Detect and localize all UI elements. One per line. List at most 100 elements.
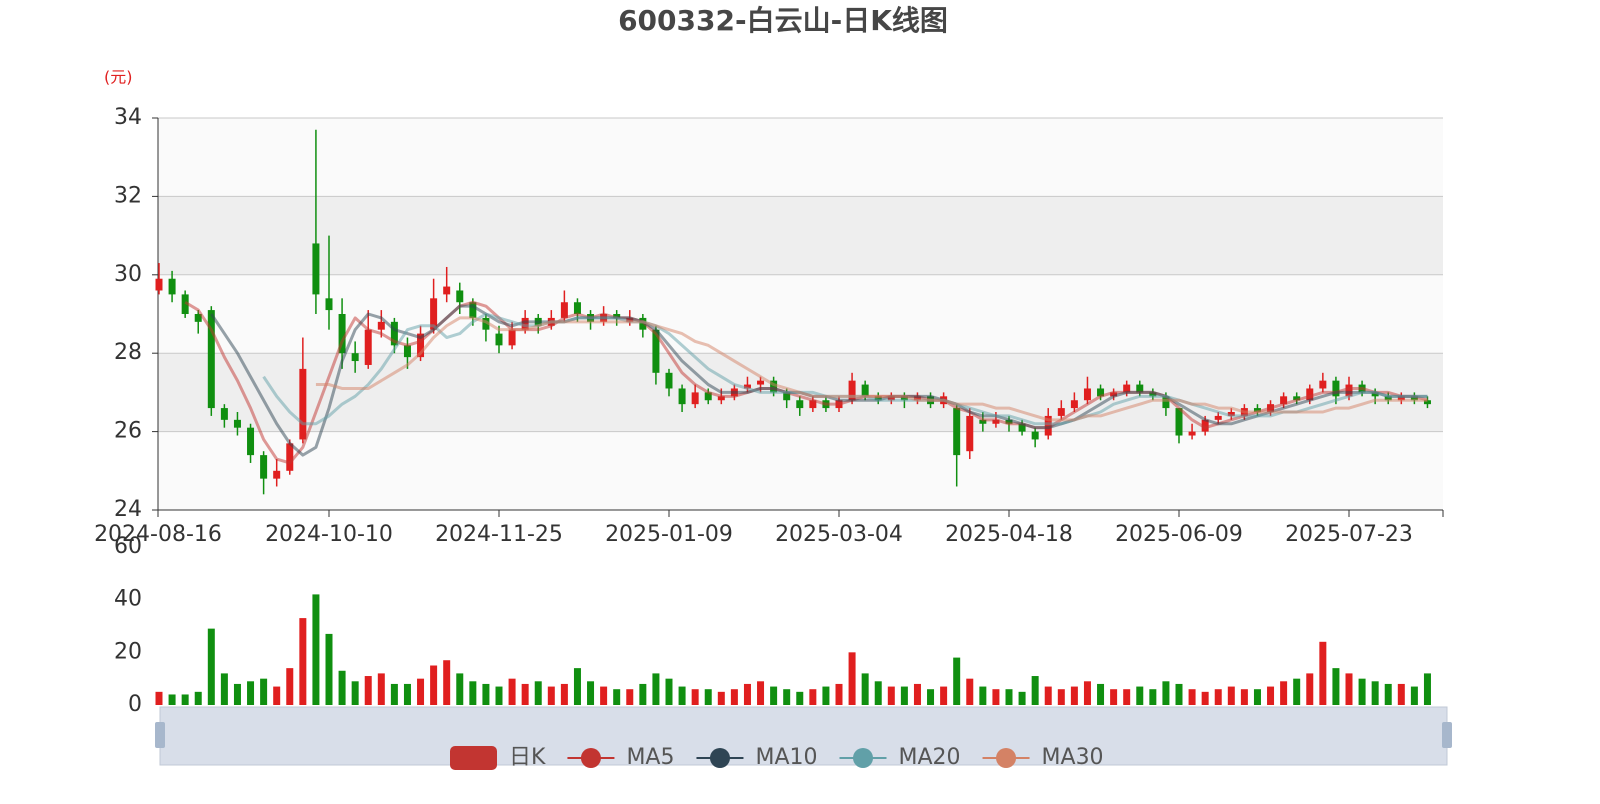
volume-bar bbox=[822, 686, 830, 705]
volume-bar bbox=[587, 681, 595, 705]
candle-body bbox=[1384, 396, 1392, 401]
volume-bar bbox=[1240, 689, 1248, 705]
volume-bar bbox=[835, 683, 843, 705]
volume-bar bbox=[1044, 686, 1052, 705]
candle-body bbox=[1371, 392, 1379, 397]
candle-body bbox=[482, 317, 490, 330]
volume-bar bbox=[1149, 689, 1157, 705]
volume-bar bbox=[508, 678, 516, 705]
candle-body bbox=[364, 329, 372, 365]
candle-body bbox=[1097, 388, 1105, 397]
grid-band bbox=[158, 118, 1443, 197]
candle-body bbox=[809, 400, 817, 409]
volume-bar bbox=[364, 676, 372, 705]
volume-bar bbox=[783, 689, 791, 705]
candle-body bbox=[181, 294, 189, 314]
volume-bar bbox=[521, 683, 529, 705]
candle-body bbox=[1110, 392, 1118, 397]
volume-bar bbox=[1097, 683, 1105, 705]
grid-band bbox=[158, 431, 1443, 510]
legend-item[interactable]: 日K bbox=[450, 745, 546, 770]
volume-bar bbox=[940, 686, 948, 705]
zoom-handle-right[interactable] bbox=[1442, 722, 1452, 748]
volume-bar bbox=[861, 673, 869, 705]
candle-body bbox=[403, 345, 411, 358]
volume-bar bbox=[1005, 689, 1013, 705]
candle-body bbox=[1319, 380, 1327, 389]
candle-body bbox=[861, 384, 869, 397]
volume-bar bbox=[573, 668, 581, 705]
chart-title: 600332-白云山-日K线图 bbox=[618, 4, 948, 37]
x-tick-label: 2025-04-18 bbox=[945, 522, 1073, 547]
volume-bar bbox=[233, 683, 241, 705]
volume-bar bbox=[325, 633, 333, 705]
volume-bar bbox=[1332, 668, 1340, 705]
volume-bar bbox=[273, 686, 281, 705]
zoom-slider[interactable] bbox=[159, 706, 1448, 766]
candle-body bbox=[848, 380, 856, 401]
legend-item[interactable]: MA10 bbox=[696, 745, 818, 770]
volume-bar bbox=[1162, 681, 1170, 705]
candle-body bbox=[1397, 396, 1405, 401]
volume-bar bbox=[652, 673, 660, 705]
candle-body bbox=[613, 314, 621, 318]
candle-body bbox=[1031, 431, 1039, 440]
y-unit-label: (元) bbox=[104, 68, 133, 87]
volume-bar bbox=[1384, 683, 1392, 705]
volume-bar bbox=[848, 652, 856, 705]
volume-bar bbox=[927, 689, 935, 705]
volume-bar bbox=[1136, 686, 1144, 705]
candle-body bbox=[573, 302, 581, 314]
volume-bar bbox=[482, 683, 490, 705]
volume-bar bbox=[286, 668, 294, 705]
zoom-handle-left[interactable] bbox=[155, 722, 165, 748]
volume-bar bbox=[613, 689, 621, 705]
legend-icon-dot bbox=[580, 748, 601, 768]
grid-band bbox=[158, 196, 1443, 275]
candle-body bbox=[704, 392, 712, 401]
volume-bar bbox=[168, 694, 176, 705]
volume-bar bbox=[155, 691, 163, 705]
candle-body bbox=[757, 380, 765, 385]
candle-body bbox=[560, 302, 568, 318]
candle-body bbox=[233, 419, 241, 428]
y-tick-label: 20 bbox=[114, 639, 142, 664]
volume-bar bbox=[390, 683, 398, 705]
candle-body bbox=[508, 329, 516, 346]
volume-bar bbox=[1031, 676, 1039, 705]
candle-body bbox=[273, 470, 281, 479]
volume-bar bbox=[1345, 673, 1353, 705]
candle-body bbox=[1332, 380, 1340, 397]
volume-bar bbox=[953, 657, 961, 705]
volume-bar bbox=[456, 673, 464, 705]
candle-body bbox=[220, 408, 228, 420]
x-tick-label: 2024-11-25 bbox=[435, 522, 563, 547]
legend-label: MA30 bbox=[1042, 745, 1104, 770]
candle-body bbox=[1293, 396, 1301, 401]
legend-item[interactable]: MA30 bbox=[982, 745, 1104, 770]
volume-bar bbox=[534, 681, 542, 705]
legend-item[interactable]: MA20 bbox=[839, 745, 961, 770]
candle-body bbox=[1214, 415, 1222, 420]
volume-bar bbox=[1083, 681, 1091, 705]
candle-body bbox=[247, 427, 255, 456]
legend-icon bbox=[450, 746, 497, 770]
legend-item[interactable]: MA5 bbox=[567, 745, 674, 770]
volume-bar bbox=[443, 660, 451, 705]
candle-body bbox=[1280, 396, 1288, 405]
candle-body bbox=[443, 286, 451, 295]
legend-label: MA5 bbox=[626, 745, 674, 770]
volume-bar bbox=[887, 686, 895, 705]
volume-bar bbox=[377, 673, 385, 705]
volume-bar bbox=[691, 689, 699, 705]
volume-bar bbox=[1423, 673, 1431, 705]
candle-body bbox=[626, 317, 634, 322]
candle-body bbox=[325, 298, 333, 311]
candle-body bbox=[966, 415, 974, 452]
candle-body bbox=[979, 419, 987, 424]
volume-bar bbox=[1057, 689, 1065, 705]
volume-bar bbox=[743, 683, 751, 705]
y-tick-label: 26 bbox=[114, 419, 142, 444]
candle-body bbox=[495, 333, 503, 346]
legend-label: MA20 bbox=[899, 745, 961, 770]
